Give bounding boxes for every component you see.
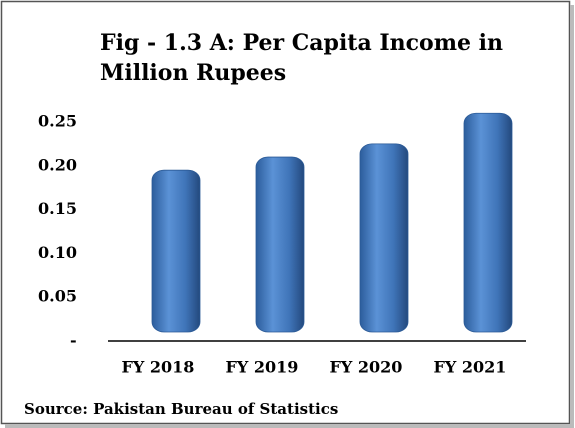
bar xyxy=(255,156,305,333)
y-tick-label: - xyxy=(70,331,77,350)
y-tick-label: 0.05 xyxy=(38,287,77,306)
x-tick-label: FY 2020 xyxy=(330,358,403,377)
bar xyxy=(463,112,513,333)
shadow xyxy=(570,5,574,426)
x-tick-label: FY 2021 xyxy=(434,358,507,377)
y-tick-label: 0.25 xyxy=(38,112,77,131)
y-tick-label: 0.15 xyxy=(38,199,77,218)
chart-title: Fig - 1.3 A: Per Capita Income in xyxy=(100,30,503,56)
y-tick-label: 0.20 xyxy=(38,155,77,174)
chart-title: Million Rupees xyxy=(100,60,286,86)
y-tick-label: 0.10 xyxy=(38,243,77,262)
x-tick-label: FY 2019 xyxy=(226,358,299,377)
shadow xyxy=(5,424,574,428)
bar xyxy=(359,143,409,333)
bar xyxy=(151,169,201,333)
source: Source: Pakistan Bureau of Statistics xyxy=(24,400,338,418)
x-tick-label: FY 2018 xyxy=(122,358,195,377)
